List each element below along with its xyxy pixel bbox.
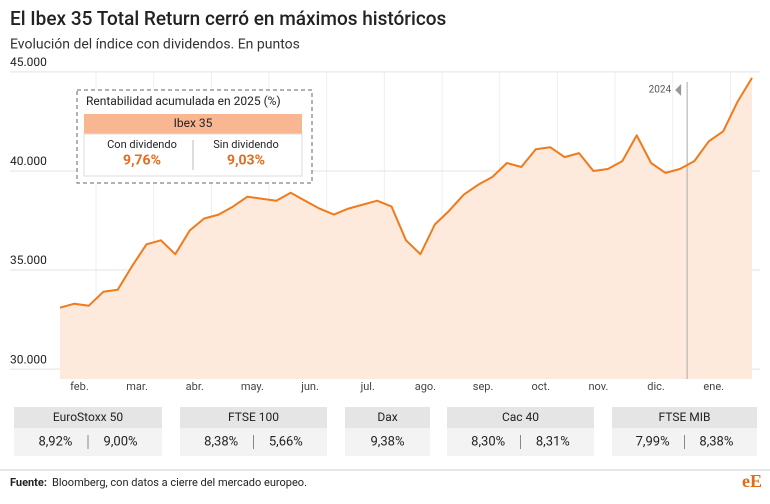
x-tick-label: feb. (70, 380, 89, 393)
x-tick-label: mar. (126, 380, 148, 393)
x-tick-label: ene. (703, 380, 724, 393)
tile-value: 9,38% (371, 434, 405, 449)
tile-header-bg (180, 407, 327, 428)
tile-header-bg (612, 407, 757, 428)
tile-header-bg (447, 407, 594, 428)
year-marker-arrow (675, 84, 682, 96)
x-tick-label: oct. (531, 380, 550, 393)
tile-name: Cac 40 (502, 410, 539, 424)
x-tick-label: nov. (588, 380, 608, 393)
y-tick-label: 40.000 (10, 154, 47, 168)
tile-value: 9,00% (104, 434, 138, 449)
x-tick-label: sep. (473, 380, 494, 393)
x-tick-label: may. (241, 380, 264, 393)
x-tick-label: ago. (415, 380, 436, 393)
tile-value: 8,30% (471, 434, 505, 449)
tile-name: Dax (377, 410, 397, 424)
tile-value: 8,38% (699, 434, 733, 449)
box-title: Rentabilidad acumulada en 2025 (%) (86, 94, 281, 108)
tile-name: FTSE MIB (659, 410, 711, 424)
source: Bloomberg, con datos a cierre del mercad… (52, 476, 307, 489)
tile-body-bg (345, 428, 430, 456)
tile-value: 7,99% (636, 434, 670, 449)
box-item-label: Sin dividendo (213, 138, 278, 151)
tile-value: 8,31% (536, 434, 570, 449)
year-marker-label: 2024 (649, 85, 672, 96)
tile-value: 8,92% (38, 434, 72, 449)
chart-subtitle: Evolución del índice con dividendos. En … (10, 37, 300, 53)
tile-header-bg (345, 407, 430, 428)
x-tick-label: jul. (360, 380, 375, 393)
x-tick-label: abr. (186, 380, 204, 393)
box-header-bg (84, 114, 302, 134)
source-label: Fuente: (10, 476, 47, 489)
tile-value: 5,66% (269, 434, 303, 449)
logo: eE (742, 471, 762, 491)
tile-name: FTSE 100 (228, 410, 279, 424)
x-tick-label: jun. (300, 380, 319, 393)
y-tick-label: 35.000 (10, 253, 47, 267)
tile-value: 8,38% (204, 434, 238, 449)
tile-header-bg (14, 407, 162, 428)
x-tick-label: dic. (647, 380, 665, 393)
line (59, 77, 753, 309)
box-item-value: 9,76% (123, 153, 161, 169)
box-item-label: Con dividendo (107, 138, 177, 151)
y-tick-label: 45.000 (10, 55, 47, 69)
y-tick-label: 30.000 (10, 352, 47, 366)
box-header: Ibex 35 (174, 116, 213, 130)
box-item-value: 9,03% (227, 153, 265, 169)
chart-title: El Ibex 35 Total Return cerró en máximos… (10, 7, 446, 30)
tile-name: EuroStoxx 50 (53, 410, 123, 424)
